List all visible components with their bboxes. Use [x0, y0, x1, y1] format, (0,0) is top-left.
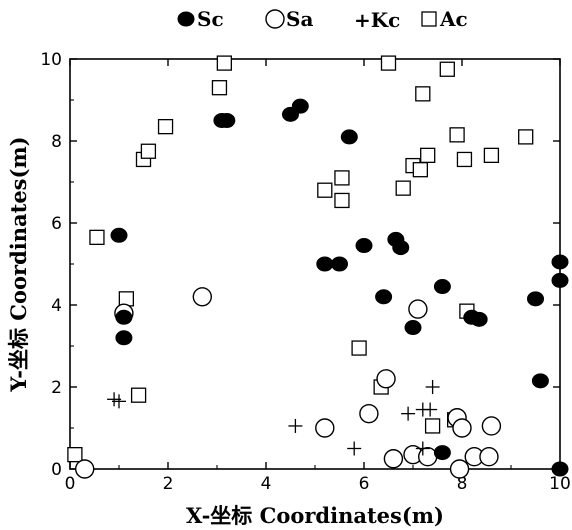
x-axis-label: X-坐标 Coordinates(m) [186, 503, 444, 528]
point-ac [334, 170, 350, 186]
point-sa [408, 299, 428, 319]
legend-marker-sa [265, 9, 285, 29]
x-tick-label: 10 [549, 474, 571, 494]
legend-item-kc: +Kc [354, 8, 400, 32]
legend-item-ac: Ac [421, 7, 468, 31]
point-ac [157, 119, 174, 135]
point-sa [192, 287, 213, 307]
point-sa [449, 459, 470, 479]
point-kc [415, 441, 430, 456]
point-sc [433, 279, 451, 295]
point-sa [479, 447, 499, 467]
point-ac [424, 418, 441, 434]
point-ac [456, 151, 473, 168]
y-tick-label: 8 [51, 132, 62, 152]
point-kc [112, 394, 126, 409]
point-sc [291, 98, 309, 114]
legend-marker-sc [177, 11, 195, 27]
point-kc [347, 441, 362, 456]
point-ac [130, 387, 147, 403]
x-tick-label: 0 [65, 474, 76, 494]
point-sa [452, 418, 472, 438]
point-sa [376, 369, 396, 389]
point-ac [395, 180, 411, 196]
point-sa [383, 449, 404, 469]
point-sc [115, 330, 133, 346]
y-tick-label: 6 [51, 214, 62, 234]
point-sa [359, 403, 379, 424]
point-kc [467, 310, 482, 325]
point-ac [216, 55, 233, 71]
point-sc [527, 291, 544, 307]
point-ac [89, 229, 105, 246]
point-sc [331, 256, 348, 272]
legend-item-sa: Sa [265, 7, 313, 31]
point-sa [418, 447, 438, 467]
legend-label-sa: Sa [286, 7, 313, 31]
point-sc [340, 129, 358, 145]
point-ac [67, 446, 83, 463]
point-sc [531, 373, 549, 389]
x-tick-label: 6 [359, 474, 370, 494]
y-tick-label: 0 [51, 460, 62, 480]
point-sc [551, 461, 569, 477]
legend-label-kc: +Kc [354, 8, 400, 32]
point-ac [518, 129, 534, 145]
point-ac [439, 61, 455, 77]
point-sc [551, 254, 569, 270]
point-sc [115, 309, 133, 325]
x-tick-label: 2 [163, 474, 174, 494]
point-sc [433, 445, 451, 461]
legend-item-sc: Sc [177, 7, 224, 31]
point-ac [483, 147, 500, 164]
point-sc [392, 240, 410, 256]
point-ac [380, 55, 397, 71]
y-tick-label: 10 [40, 50, 62, 70]
y-axis-label: Y-坐标 Coordinates(m) [6, 136, 31, 392]
point-ac [211, 80, 228, 96]
data-markers [67, 55, 569, 479]
point-ac [449, 127, 465, 143]
point-sc [110, 227, 128, 243]
point-sc [404, 320, 422, 336]
point-ac [412, 162, 429, 178]
legend-label-sc: Sc [197, 7, 224, 31]
point-sc [316, 256, 334, 272]
point-ac [351, 340, 367, 356]
point-sc [218, 113, 236, 128]
point-kc [425, 380, 440, 394]
point-sa [74, 459, 95, 479]
legend-marker-ac [421, 11, 437, 27]
point-sc [470, 311, 488, 327]
point-sa [481, 416, 502, 436]
point-sc [375, 289, 393, 305]
point-kc [288, 418, 303, 433]
x-tick-label: 4 [261, 474, 272, 494]
point-sc [355, 238, 373, 254]
point-ac [317, 182, 333, 198]
point-sc [551, 272, 569, 288]
plot-frame [69, 58, 561, 470]
point-ac [415, 86, 431, 102]
legend: Sc Sa +Kc Ac [177, 7, 468, 32]
x-tick-label: 8 [457, 474, 468, 494]
y-tick-label: 4 [51, 296, 62, 316]
point-ac [118, 291, 134, 307]
point-ac [420, 147, 436, 164]
point-kc [401, 406, 416, 421]
point-ac [140, 143, 157, 159]
point-kc [423, 402, 438, 417]
point-sa [315, 418, 335, 438]
point-ac [334, 192, 350, 209]
y-tick-label: 2 [51, 378, 62, 398]
legend-label-ac: Ac [439, 7, 468, 31]
